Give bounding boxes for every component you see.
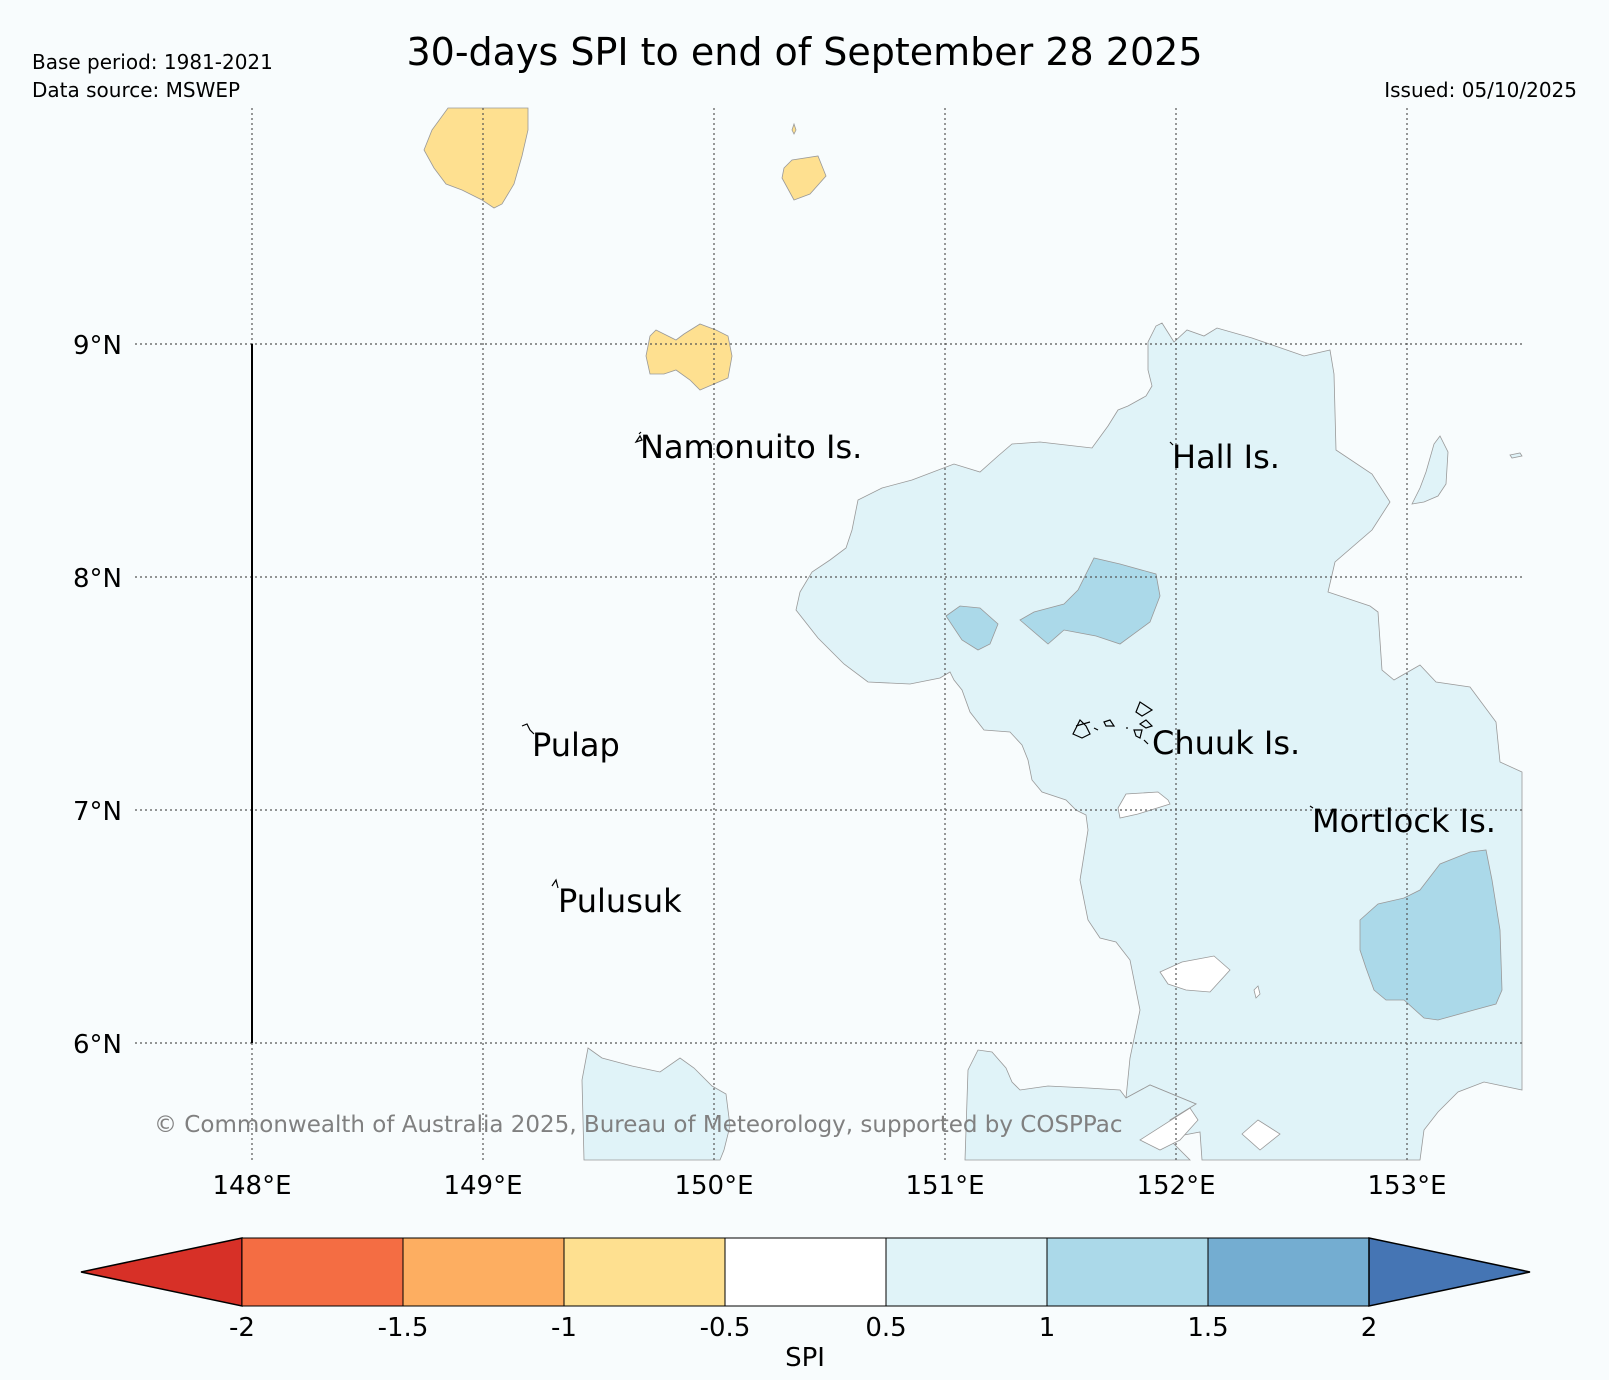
lon-label-148e: 148°E: [212, 1171, 291, 1201]
colorbar-extend-low: [80, 1237, 243, 1307]
colorbar-bin-6: [1046, 1237, 1209, 1307]
normal-hole-4: [1241, 1119, 1281, 1151]
normal-hole-2: [1159, 955, 1231, 993]
colorbar-label: SPI: [785, 1343, 825, 1373]
colorbar: -2 -1.5 -1 -0.5 0.5 1 1.5 2 SPI: [80, 1237, 1531, 1373]
wet-region-east: [795, 322, 1523, 1161]
spi-contours-wet: [581, 322, 1523, 1161]
colorbar-tick-8: 2: [1361, 1313, 1378, 1343]
normal-hole-3: [1253, 985, 1261, 999]
spi-contours-very-wet: [945, 557, 1503, 1021]
island-namonuito: [634, 431, 643, 444]
dry-region-central: [645, 323, 733, 391]
island-pulap: [521, 723, 535, 735]
colorbar-tick-1: -2: [229, 1313, 255, 1343]
colorbar-tick-2: -1.5: [378, 1313, 429, 1343]
normal-hole-5: [1139, 1107, 1199, 1151]
very-wet-region-2: [945, 605, 999, 651]
lon-label-149e: 149°E: [443, 1171, 522, 1201]
place-label-pulusuk: Pulusuk: [558, 882, 682, 920]
colorbar-tick-6: 1: [1039, 1313, 1056, 1343]
lon-label-151e: 151°E: [905, 1171, 984, 1201]
lat-label-9n: 9°N: [73, 331, 122, 361]
colorbar-bin-7: [1207, 1237, 1370, 1307]
lat-label-7n: 7°N: [73, 797, 122, 827]
data-source-text: Data source: MSWEP: [32, 78, 241, 102]
normal-hole-1: [1117, 791, 1171, 819]
island-outlines: [521, 431, 1314, 889]
colorbar-tick-7: 1.5: [1187, 1313, 1228, 1343]
colorbar-bin-5: [885, 1237, 1048, 1307]
issued-date-text: Issued: 05/10/2025: [1384, 78, 1577, 102]
spi-contours-normal: [1117, 791, 1281, 1151]
place-label-mortlock: Mortlock Is.: [1312, 802, 1496, 840]
colorbar-tick-5: 0.5: [865, 1313, 906, 1343]
colorbar-bin-4: [724, 1237, 887, 1307]
lon-label-153e: 153°E: [1367, 1171, 1446, 1201]
place-labels: Namonuito Is. Hall Is. Pulap Chuuk Is. M…: [532, 428, 1496, 920]
map-title: 30-days SPI to end of September 28 2025: [406, 30, 1203, 74]
map-plot-area: Namonuito Is. Hall Is. Pulap Chuuk Is. M…: [135, 107, 1523, 1161]
wet-region-south-west: [581, 1047, 731, 1161]
lon-label-150e: 150°E: [674, 1171, 753, 1201]
colorbar-tick-4: -0.5: [700, 1313, 751, 1343]
island-pulusuk: [551, 878, 559, 889]
island-mortlock: [1309, 805, 1314, 809]
dry-region-north-small: [781, 155, 827, 201]
place-label-pulap: Pulap: [532, 726, 620, 764]
base-period-text: Base period: 1981-2021: [32, 50, 273, 74]
wet-region-northeast-sliver: [1411, 435, 1449, 505]
colorbar-bin-1: [241, 1237, 404, 1307]
colorbar-bin-2: [402, 1237, 565, 1307]
very-wet-region-3: [1359, 849, 1503, 1021]
colorbar-bin-3: [563, 1237, 726, 1307]
island-chuuk-group: [1072, 701, 1154, 745]
lat-label-8n: 8°N: [73, 564, 122, 594]
colorbar-tick-3: -1: [551, 1313, 577, 1343]
lon-label-152e: 152°E: [1136, 1171, 1215, 1201]
lat-label-6n: 6°N: [73, 1030, 122, 1060]
longitude-labels: 148°E 149°E 150°E 151°E 152°E 153°E: [212, 1171, 1446, 1201]
place-label-hall: Hall Is.: [1172, 438, 1280, 476]
dry-region-north-tiny: [791, 122, 797, 135]
very-wet-region-1: [1019, 557, 1161, 645]
colorbar-extend-high: [1368, 1237, 1531, 1307]
spi-contours-dry: [423, 107, 827, 391]
dry-region-north: [423, 107, 529, 209]
wet-region-east-edge: [1509, 452, 1523, 459]
place-label-chuuk: Chuuk Is.: [1152, 724, 1300, 762]
place-label-namonuito: Namonuito Is.: [640, 428, 862, 466]
copyright-text: © Commonwealth of Australia 2025, Bureau…: [154, 1112, 1123, 1138]
latitude-labels: 9°N 8°N 7°N 6°N: [73, 331, 122, 1060]
gridlines: [135, 108, 1522, 1160]
island-hall: [1169, 441, 1174, 446]
